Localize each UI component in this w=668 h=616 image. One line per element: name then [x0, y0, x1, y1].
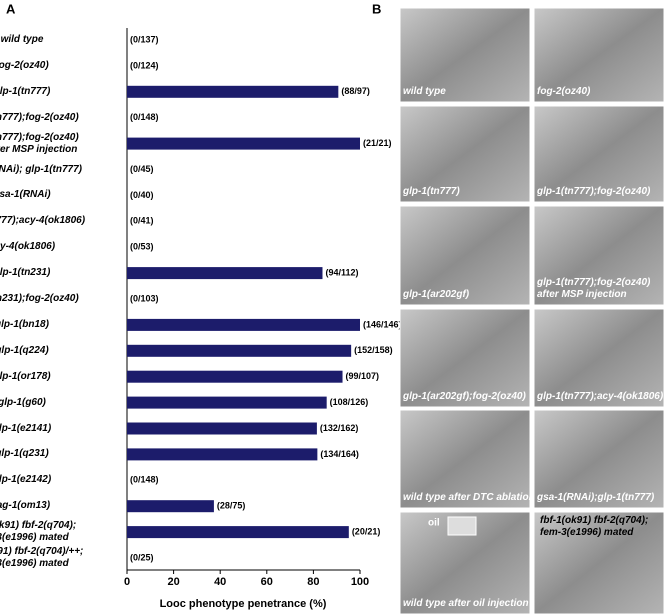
image-label: glp-1(ar202gf): [403, 289, 470, 300]
bar: [127, 396, 327, 409]
category-label: glp-1(g60): [0, 396, 46, 408]
count-label: (28/75): [217, 501, 246, 511]
micrograph: [533, 7, 665, 103]
bar: [127, 344, 352, 357]
count-label: (146/146): [363, 319, 402, 329]
image-label: glp-1(tn777);fog-2(oz40): [537, 186, 651, 197]
bar: [127, 500, 214, 513]
category-label: glp-1(tn777): [0, 85, 51, 97]
image-label: glp-1(ar202gf);fog-2(oz40): [403, 391, 526, 402]
count-label: (0/148): [130, 112, 159, 122]
count-label: (0/137): [130, 34, 159, 44]
x-tick-label: 100: [351, 576, 369, 588]
x-tick-label: 40: [214, 576, 226, 588]
count-label: (0/124): [130, 60, 159, 70]
bar: [127, 318, 360, 331]
micrograph: [533, 409, 665, 509]
category-label: lag-1(om13): [0, 500, 51, 512]
micrograph: [533, 308, 665, 408]
category-label: gsa-1(RNAi); glp-1(tn777): [0, 163, 82, 175]
count-label: (0/41): [130, 216, 154, 226]
micrograph: [399, 409, 531, 509]
category-label: glp-1(or178): [0, 370, 51, 382]
bar: [127, 526, 349, 539]
image-label: glp-1(tn777);fog-2(oz40) after MSP injec…: [537, 277, 651, 300]
inset: [447, 516, 477, 536]
image-label: wild type: [403, 86, 446, 97]
bar: [127, 370, 343, 383]
category-label: glp-1(e2142): [0, 474, 52, 486]
micrograph: [399, 105, 531, 203]
category-label: fbf-1(ok91) fbf-2(q704); fem-3(e1996) ma…: [0, 520, 77, 544]
bar: [127, 137, 360, 150]
category-label: glp-1(e2141): [0, 422, 52, 434]
category-label: glp-1(tn777);fog-2(oz40) 1 hr after MSP …: [0, 131, 79, 155]
bar: [127, 448, 318, 461]
image-label: gsa-1(RNAi);glp-1(tn777): [537, 492, 655, 503]
count-label: (0/148): [130, 475, 159, 485]
image-label: glp-1(tn777): [403, 186, 460, 197]
category-label: glp-1(tn777);fog-2(oz40): [0, 111, 79, 123]
image-label: fog-2(oz40): [537, 86, 591, 97]
bar: [127, 422, 317, 435]
panel-label: A: [6, 1, 16, 16]
category-label: glp-1(tn231);fog-2(oz40): [0, 293, 79, 304]
category-label: fog-2(oz40): [0, 59, 49, 71]
category-label: glp-1(q231): [0, 448, 49, 460]
count-label: (0/53): [130, 242, 154, 252]
x-tick-label: 80: [307, 576, 319, 588]
micrograph: [533, 105, 665, 203]
count-label: (99/107): [346, 371, 380, 381]
category-label: acy-4(ok1806): [0, 241, 56, 253]
x-tick-label: 0: [124, 576, 130, 588]
x-tick-label: 60: [261, 576, 273, 588]
count-label: (152/158): [354, 345, 393, 355]
category-label: fbf-1(ok91) fbf-2(q704)/++; fem-3(e1996)…: [0, 546, 84, 569]
category-label: glp-1(bn18): [0, 318, 49, 330]
count-label: (134/164): [320, 449, 359, 459]
panel-label: B: [372, 1, 381, 16]
x-axis-title: Looc phenotype penetrance (%): [160, 598, 327, 610]
category-label: gsa-1(RNAi): [0, 189, 51, 201]
count-label: (0/103): [130, 293, 159, 303]
count-label: (0/25): [130, 552, 154, 562]
count-label: (94/112): [325, 267, 358, 277]
image-label: fbf-1(ok91) fbf-2(q704); fem-3(e1996) ma…: [540, 515, 649, 538]
count-label: (0/40): [130, 190, 154, 200]
image-label: wild type after DTC ablation: [403, 492, 535, 503]
count-label: (88/97): [341, 86, 370, 96]
image-label: glp-1(tn777);acy-4(ok1806): [537, 391, 664, 402]
micrograph: [533, 511, 665, 615]
image-label: wild type after oil injection: [403, 598, 529, 609]
micrograph: [399, 205, 531, 306]
count-label: (132/162): [320, 423, 359, 433]
micrograph: [399, 7, 531, 103]
bar: [127, 85, 339, 98]
x-tick-label: 20: [167, 576, 179, 588]
category-label: wild type: [0, 34, 44, 45]
count-label: (108/126): [330, 397, 369, 407]
category-label: glp-1(tn777);acy-4(ok1806): [0, 215, 86, 227]
micrograph: [533, 205, 665, 306]
category-label: glp-1(tn231): [0, 267, 51, 279]
category-label: glp-1(q224): [0, 344, 49, 356]
count-label: (21/21): [363, 138, 392, 148]
count-label: (20/21): [352, 526, 381, 536]
micrograph: [399, 308, 531, 408]
inset-label: oil: [428, 518, 440, 529]
count-label: (0/45): [130, 164, 154, 174]
bar: [127, 267, 323, 280]
